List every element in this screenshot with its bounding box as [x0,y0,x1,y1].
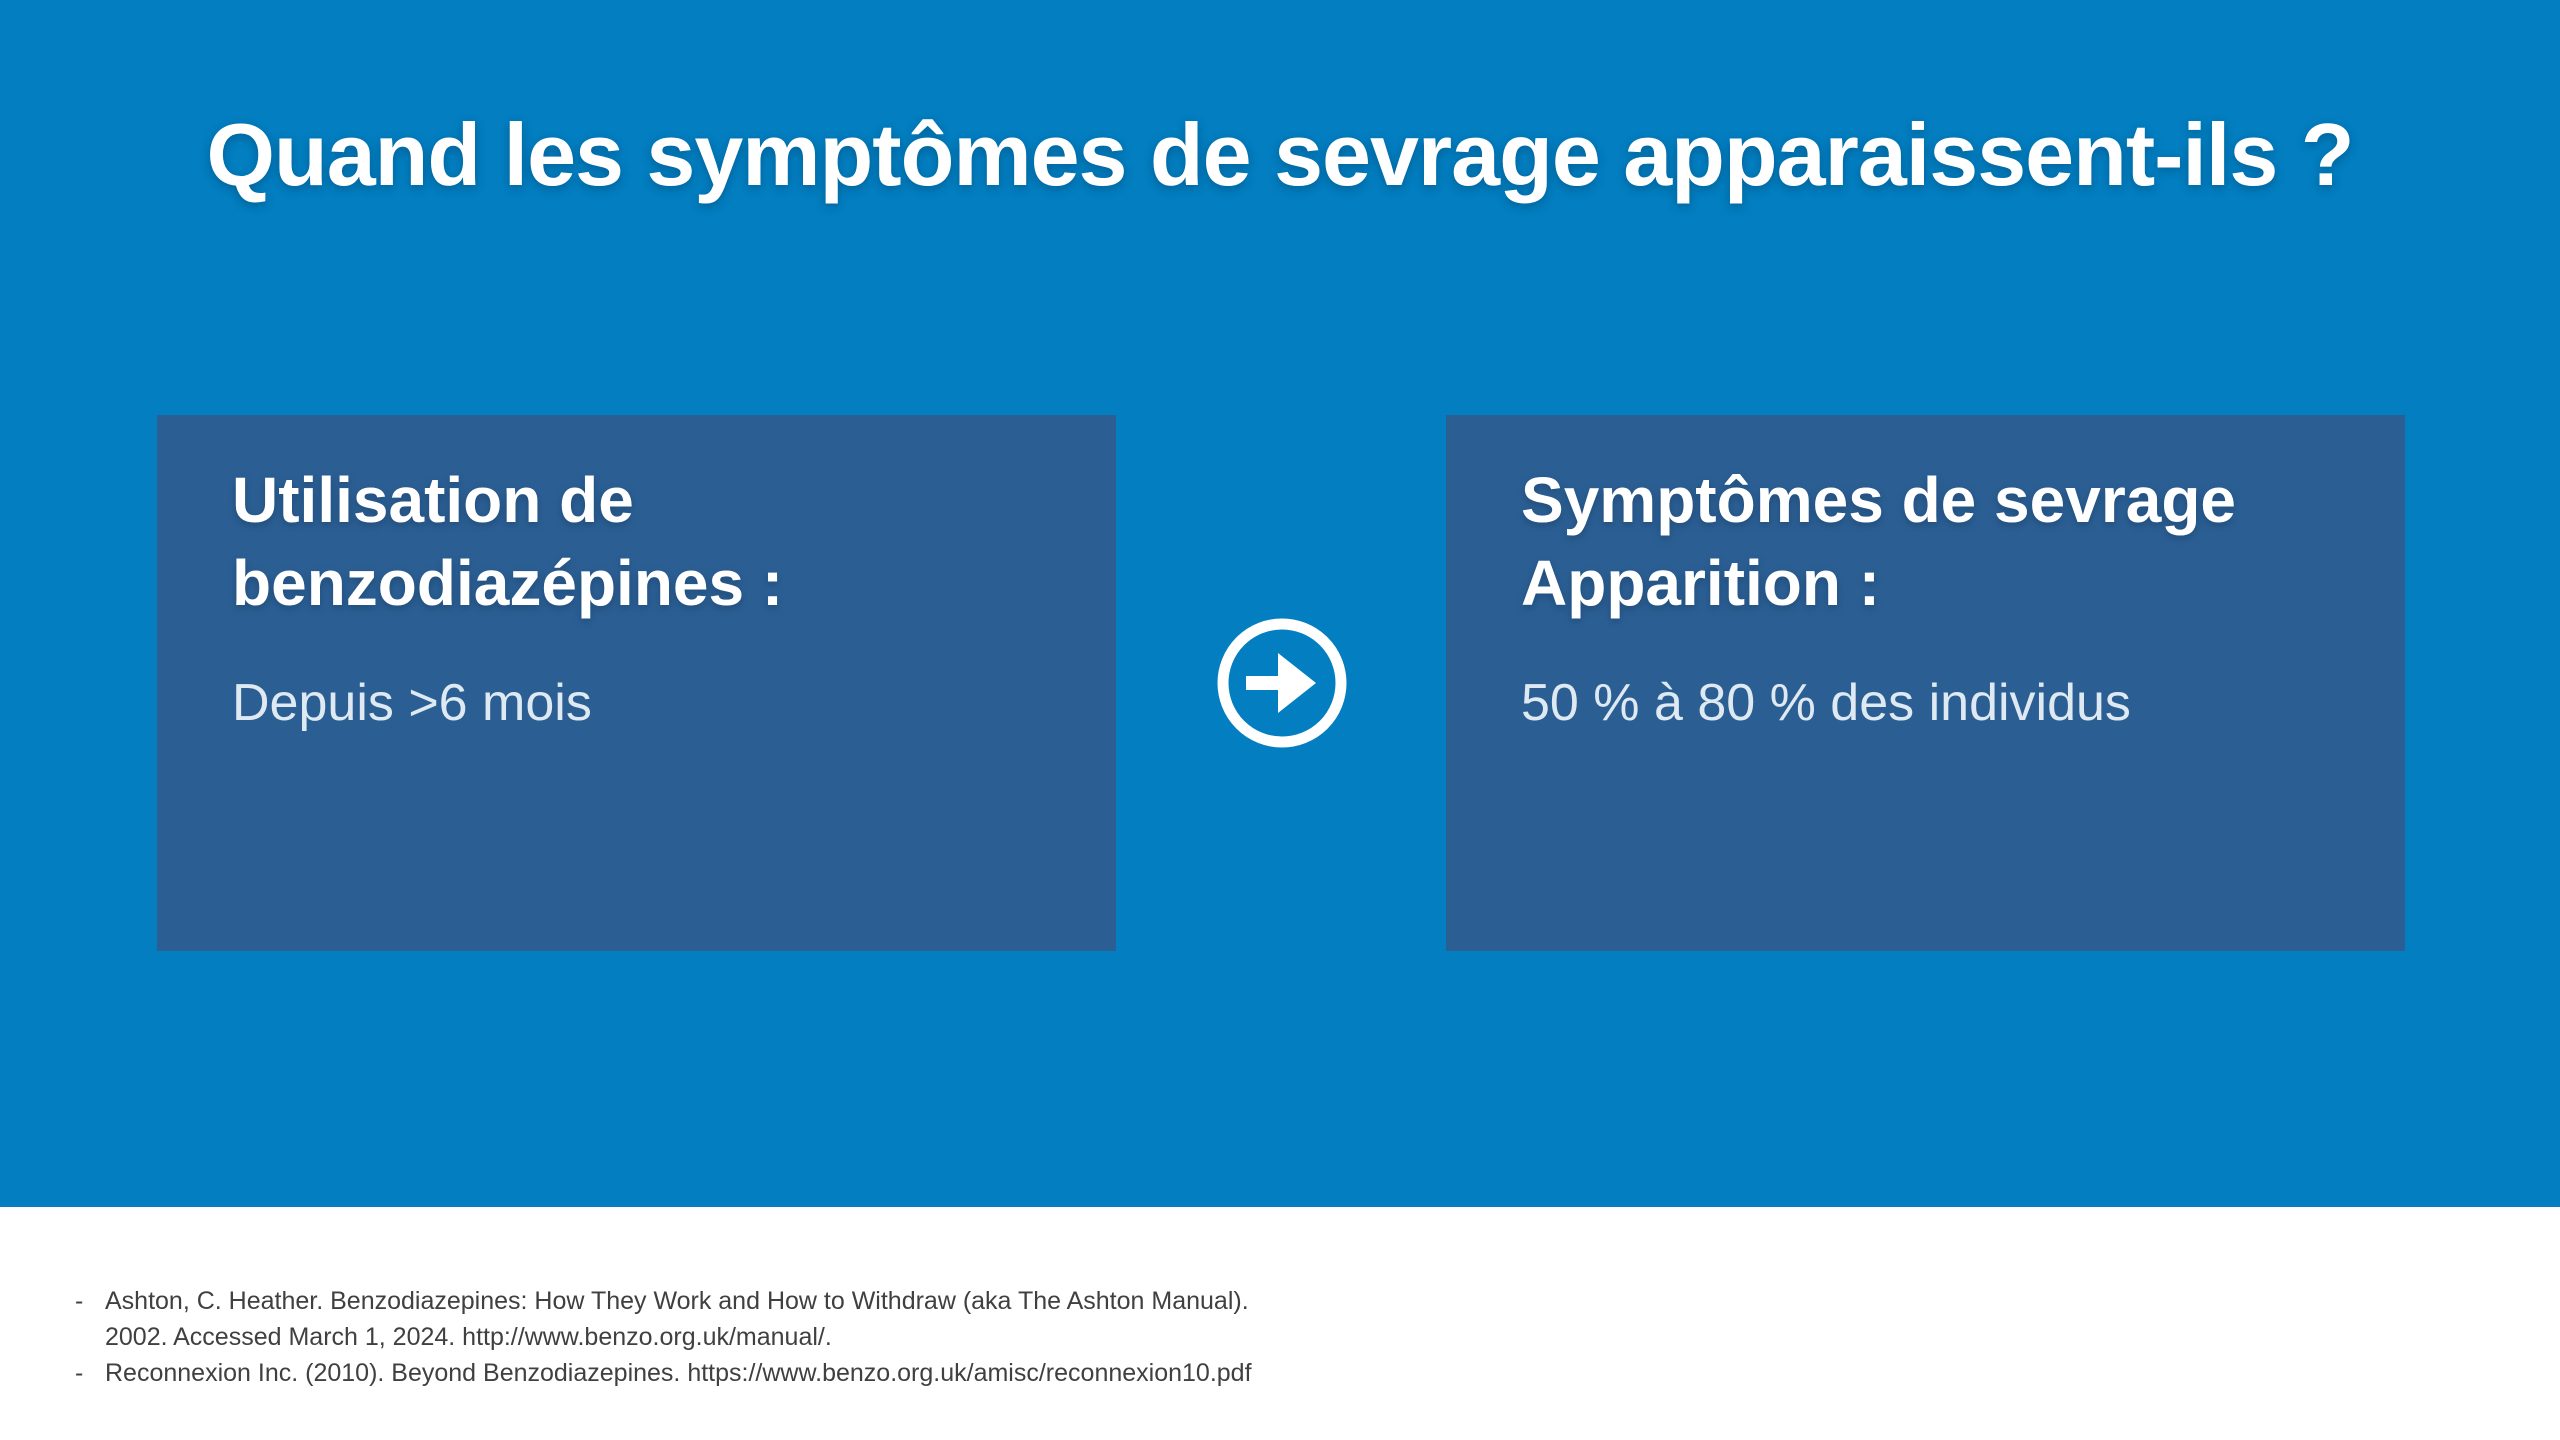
right-box-heading: Symptômes de sevrage Apparition : [1521,459,2345,625]
left-box-heading-line1: Utilisation de [232,464,634,536]
left-box-heading: Utilisation de benzodiazépines : [232,459,1056,625]
right-box-heading-line1: Symptômes de sevrage [1521,464,2236,536]
citation-text: Ashton, C. Heather. Benzodiazepines: How… [105,1287,1249,1351]
page-title: Quand les symptômes de sevrage apparaiss… [206,105,2355,204]
footer: - Ashton, C. Heather. Benzodiazepines: H… [0,1207,2560,1440]
citation-list: - Ashton, C. Heather. Benzodiazepines: H… [75,1283,1305,1391]
left-box-body: Depuis >6 mois [232,674,592,733]
citation-text: Reconnexion Inc. (2010). Beyond Benzodia… [105,1359,1252,1387]
right-box-body: 50 % à 80 % des individus [1521,674,2131,733]
arrow-right-circle-icon [1216,617,1348,749]
citation-item: - Ashton, C. Heather. Benzodiazepines: H… [75,1283,1305,1355]
left-box-heading-line2: benzodiazépines : [232,547,784,620]
citation-bullet: - [75,1359,84,1387]
citation-item: - Reconnexion Inc. (2010). Beyond Benzod… [75,1355,1305,1391]
withdrawal-symptoms-box: Symptômes de sevrage Apparition : 50 % à… [1446,415,2405,951]
citation-bullet: - [75,1287,84,1315]
benzodiazepine-use-box: Utilisation de benzodiazépines : Depuis … [157,415,1116,951]
right-box-heading-line2: Apparition : [1521,547,1881,620]
